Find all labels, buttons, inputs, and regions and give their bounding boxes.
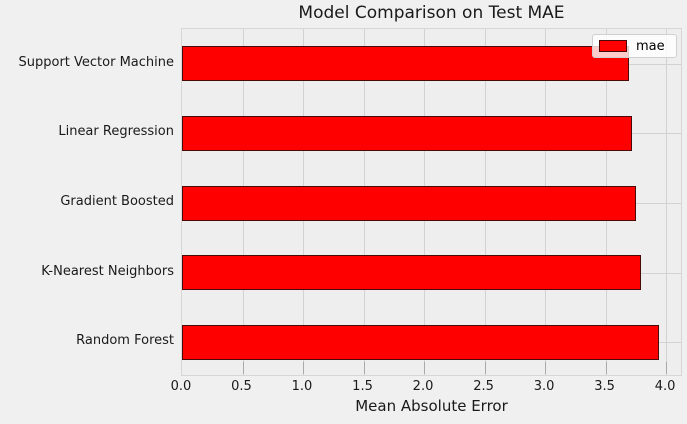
x-gridline (666, 29, 667, 375)
x-tick-label: 0.0 (170, 379, 192, 394)
x-tick-mark (364, 362, 365, 374)
x-tick-label: 2.0 (412, 379, 434, 394)
x-tick-label: 1.0 (291, 379, 313, 394)
bar-gradient-boosted (182, 186, 636, 221)
category-label: Support Vector Machine (18, 55, 175, 70)
category-label: K-Nearest Neighbors (41, 264, 174, 279)
x-tick-label: 4.0 (654, 379, 676, 394)
x-tick-mark (545, 362, 546, 374)
x-tick-label: 2.5 (473, 379, 494, 394)
legend: mae (592, 34, 677, 58)
legend-swatch-mae (599, 40, 627, 52)
x-tick-mark (666, 362, 667, 374)
category-label: Gradient Boosted (60, 194, 174, 209)
bar-random-forest (182, 325, 659, 360)
plot-area (181, 28, 682, 376)
category-label: Random Forest (76, 333, 174, 348)
bar-support-vector-machine (182, 46, 629, 81)
x-tick-label: 0.5 (231, 379, 252, 394)
x-tick-label: 1.5 (352, 379, 373, 394)
x-tick-label: 3.0 (533, 379, 555, 394)
bar-k-nearest-neighbors (182, 255, 641, 290)
legend-label: mae (636, 38, 665, 54)
x-tick-mark (606, 362, 607, 374)
x-tick-mark (303, 362, 304, 374)
bar-linear-regression (182, 116, 632, 151)
chart-title: Model Comparison on Test MAE (298, 3, 565, 23)
category-label: Linear Regression (58, 124, 174, 139)
x-tick-mark (485, 362, 486, 374)
x-tick-mark (424, 362, 425, 374)
x-tick-mark (243, 362, 244, 374)
x-axis-label: Mean Absolute Error (355, 397, 508, 415)
x-tick-label: 3.5 (594, 379, 615, 394)
